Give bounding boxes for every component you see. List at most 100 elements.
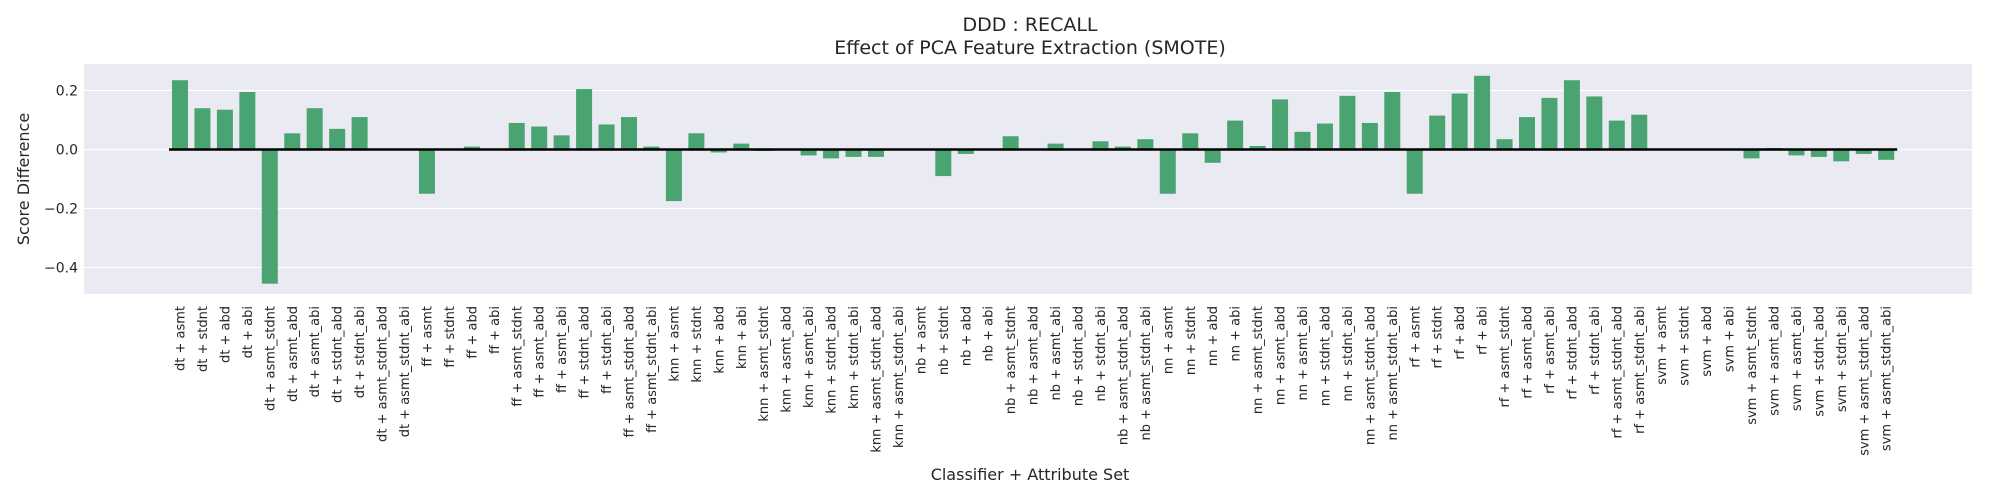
- bar: [1519, 117, 1535, 150]
- bar: [1631, 114, 1648, 150]
- x-tick-label: nb + abi: [982, 306, 997, 361]
- bar: [800, 149, 817, 156]
- x-tick-label: rf + stdnt: [1431, 306, 1446, 369]
- x-tick-label: rf + asmt: [1408, 306, 1423, 368]
- bar: [418, 149, 435, 194]
- x-tick-label: nb + abd: [959, 306, 974, 366]
- x-tick-label: nn + asmt_abi: [1296, 306, 1311, 400]
- bar: [957, 149, 974, 154]
- bars: [172, 75, 1895, 284]
- bar: [935, 149, 952, 177]
- bar: [1608, 120, 1625, 150]
- x-tick-label: svm + stdnt_abd: [1812, 306, 1827, 417]
- x-tick-label: knn + abi: [735, 306, 750, 369]
- x-tick-label: knn + abd: [712, 306, 727, 374]
- bar: [1496, 139, 1513, 150]
- bar: [306, 108, 323, 150]
- bar: [621, 117, 637, 150]
- x-tick-label: ff + asmt: [420, 306, 435, 367]
- bar: [823, 149, 840, 159]
- x-tick-label: dt + abd: [218, 306, 233, 363]
- x-tick-label: knn + asmt: [667, 306, 682, 382]
- bar: [1159, 149, 1176, 194]
- x-tick-label: svm + asmt_stdnt_abd: [1857, 306, 1872, 456]
- bar: [1204, 149, 1221, 163]
- x-tick-label: knn + stdnt_abi: [847, 306, 862, 409]
- x-tick-label: svm + asmt_stdnt_abi: [1880, 306, 1895, 451]
- bar: [733, 143, 750, 150]
- x-tick-label: ff + asmt_abd: [533, 306, 548, 398]
- x-tick-label: nb + asmt_stdnt_abd: [1116, 306, 1131, 445]
- x-tick-label: ff + stdnt: [443, 306, 458, 368]
- x-tick-label: nb + asmt: [914, 306, 929, 374]
- bar: [1586, 96, 1603, 150]
- x-tick-label: nn + abd: [1206, 306, 1221, 366]
- x-tick-label: ff + stdnt_abd: [578, 306, 593, 399]
- bar: [463, 146, 480, 150]
- x-tick-label: svm + stdnt_abi: [1835, 306, 1850, 412]
- bar: [1406, 149, 1423, 194]
- bar: [1137, 139, 1154, 150]
- bar: [1294, 131, 1311, 150]
- y-tick-labels: 0.2 0.0 −0.2 −0.4: [44, 84, 78, 277]
- x-tick-label: nn + asmt_stdnt_abd: [1363, 306, 1378, 445]
- bar: [1114, 146, 1131, 150]
- x-tick-label: dt + asmt_stdnt: [263, 306, 278, 411]
- x-tick-label: ff + abd: [465, 306, 480, 359]
- x-tick-label: rf + abi: [1476, 306, 1491, 355]
- x-tick-label: nb + asmt_abd: [1027, 306, 1042, 405]
- bar: [284, 133, 301, 150]
- x-tick-label: rf + asmt_stdnt_abd: [1610, 306, 1625, 439]
- x-tick-label: nb + asmt_stdnt: [1004, 306, 1019, 414]
- x-tick-label: svm + abd: [1700, 306, 1715, 377]
- bar: [845, 149, 862, 157]
- bar: [1563, 80, 1580, 150]
- bar: [1541, 97, 1558, 150]
- x-tick-label: nn + abi: [1229, 306, 1244, 361]
- bar: [1182, 133, 1199, 150]
- x-tick-label: nb + stdnt_abd: [1072, 306, 1087, 406]
- x-tick-label: nb + stdnt_abi: [1094, 306, 1109, 401]
- x-tick-label: knn + asmt_stdnt_abd: [869, 306, 884, 453]
- bar: [351, 117, 368, 150]
- bar: [1092, 141, 1109, 150]
- x-axis-label: Classifier + Attribute Set: [931, 465, 1130, 484]
- x-tick-label: ff + abi: [488, 306, 503, 354]
- x-tick-label: ff + asmt_stdnt: [510, 306, 525, 407]
- bar: [1002, 136, 1019, 150]
- x-tick-label: svm + asmt_stdnt: [1745, 306, 1760, 425]
- bar: [1743, 149, 1760, 159]
- x-tick-label: nb + stdnt: [937, 306, 952, 375]
- x-tick-label: rf + asmt_abi: [1543, 306, 1558, 394]
- bar: [710, 149, 727, 153]
- bar: [1878, 149, 1895, 160]
- x-tick-labels: dt + asmt dt + stdnt dt + abd dt + abi dt + …: [174, 306, 1895, 456]
- x-tick-label: svm + stdnt: [1678, 306, 1693, 386]
- y-tick-label: −0.4: [44, 260, 78, 276]
- x-tick-label: svm + asmt_abd: [1767, 306, 1782, 416]
- chart-title: DDD : RECALL: [962, 14, 1097, 36]
- bar: [1451, 93, 1468, 150]
- bar: [194, 108, 211, 150]
- bar: [1429, 115, 1446, 150]
- x-tick-label: nb + asmt_stdnt_abi: [1139, 306, 1154, 440]
- bar: [576, 89, 593, 150]
- x-tick-label: rf + asmt_stdnt_abi: [1633, 306, 1648, 434]
- x-tick-label: knn + stdnt_abd: [825, 306, 840, 414]
- x-tick-label: ff + asmt_stdnt_abi: [645, 306, 660, 433]
- bar: [598, 124, 615, 150]
- x-tick-label: dt + asmt_abi: [308, 306, 323, 397]
- x-tick-label: nn + stdnt: [1184, 306, 1199, 375]
- bar: [688, 133, 705, 150]
- x-tick-label: knn + asmt_abi: [802, 306, 817, 408]
- y-axis-label: Score Difference: [14, 113, 33, 245]
- y-tick-label: 0.2: [56, 84, 78, 100]
- x-tick-label: rf + asmt_abd: [1521, 306, 1536, 399]
- x-tick-label: rf + asmt_stdnt: [1498, 306, 1513, 408]
- bar: [216, 109, 233, 150]
- bar: [172, 80, 188, 150]
- x-tick-label: rf + abd: [1453, 306, 1468, 360]
- y-tick-label: −0.2: [44, 201, 78, 217]
- x-tick-label: ff + asmt_abi: [555, 306, 570, 393]
